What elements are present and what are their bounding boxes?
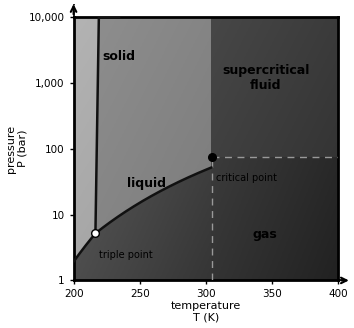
Text: solid: solid [103,50,136,63]
Text: supercritical
fluid: supercritical fluid [222,64,309,92]
Y-axis label: pressure
P (bar): pressure P (bar) [6,125,27,173]
Text: critical point: critical point [216,173,276,183]
Text: liquid: liquid [126,177,166,190]
Text: triple point: triple point [99,251,153,260]
Text: gas: gas [252,228,277,241]
X-axis label: temperature
T (K): temperature T (K) [171,301,241,322]
